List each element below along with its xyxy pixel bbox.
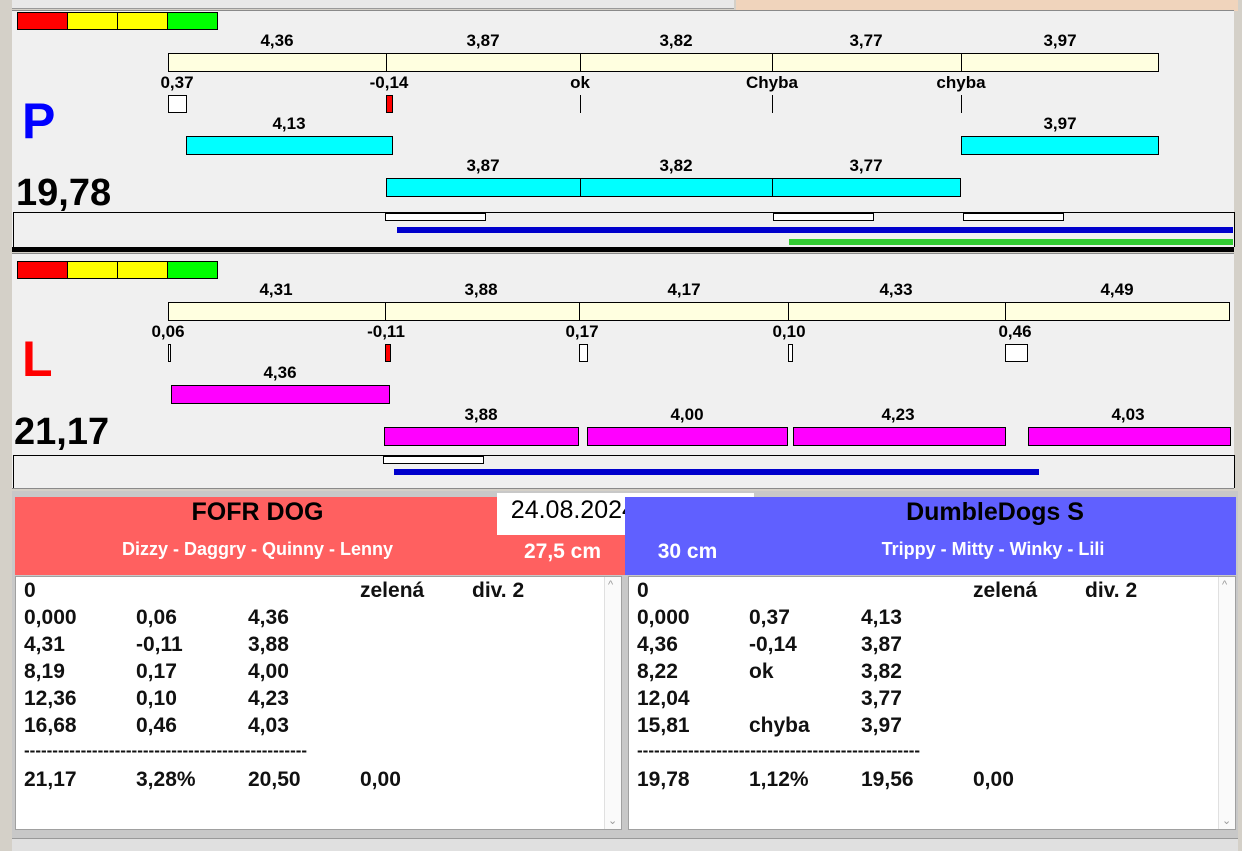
- right-reaction: -0,14: [369, 73, 409, 92]
- left-reaction-marker: [168, 344, 171, 362]
- left-segment-time: 4,17: [667, 280, 701, 299]
- team-right-height: 30 cm: [657, 540, 718, 563]
- left-dog-bar: [793, 427, 1006, 446]
- left-dog-time: 4,00: [670, 405, 704, 424]
- right-reaction-marker: [386, 95, 393, 113]
- left-reaction-marker: [1005, 344, 1028, 362]
- left-reaction-marker: [385, 344, 391, 362]
- team-left-name: FOFR DOG: [191, 498, 324, 526]
- right-reaction-tick: [580, 95, 581, 113]
- left-reaction: 0,17: [565, 322, 599, 341]
- team-right-scrollbar[interactable]: ^ ⌄: [1218, 577, 1235, 829]
- team-right-name: DumbleDogs S: [906, 498, 1084, 526]
- team-left-table[interactable]: [15, 576, 622, 830]
- team-left-dogs: Dizzy - Daggry - Quinny - Lenny: [121, 539, 394, 559]
- right-dog-bar: [386, 178, 581, 197]
- right-segment-time: 3,77: [849, 31, 883, 50]
- right-lane-letter: P: [22, 93, 56, 149]
- left-reaction: 0,06: [151, 322, 185, 341]
- left-progress-blue: [394, 469, 1039, 475]
- right-dog-time: 3,77: [849, 156, 883, 175]
- right-reaction: ok: [570, 73, 590, 92]
- right-reaction-marker: [168, 95, 187, 113]
- top-tab-strip: [12, 0, 734, 9]
- right-dog-time: 3,82: [659, 156, 693, 175]
- right-reaction: chyba: [936, 73, 986, 92]
- table-separator: ----------------------------------------…: [24, 741, 308, 760]
- left-reaction-marker: [788, 344, 793, 362]
- top-tab-right: [736, 0, 1238, 11]
- right-segment-time: 4,36: [260, 31, 294, 50]
- left-dog-bar: [1028, 427, 1231, 446]
- right-dog-bar: [772, 178, 961, 197]
- left-reaction: 0,10: [772, 322, 806, 341]
- left-segment-bar: [385, 302, 580, 321]
- right-lane-total: 19,78: [16, 172, 112, 214]
- left-reaction-marker: [579, 344, 588, 362]
- team-left-scrollbar[interactable]: ^ ⌄: [604, 577, 621, 829]
- left-dog-time: 3,88: [464, 405, 498, 424]
- right-progress-green: [789, 239, 1233, 245]
- right-track-marker: [773, 213, 874, 221]
- right-dog-time: 4,13: [272, 114, 306, 133]
- left-reaction: 0,46: [998, 322, 1032, 341]
- team-right-dogs: Trippy - Mitty - Winky - Lili: [881, 539, 1105, 559]
- right-segment-bar: [961, 53, 1159, 72]
- left-lane-total: 21,17: [14, 411, 110, 453]
- left-segment-time: 3,88: [464, 280, 498, 299]
- left-dog-time: 4,36: [263, 363, 297, 382]
- left-segment-time: 4,49: [1100, 280, 1134, 299]
- right-segment-time: 3,87: [466, 31, 500, 50]
- left-lane-panel: [12, 253, 1234, 489]
- left-dog-bar: [171, 385, 390, 404]
- right-reaction-tick: [772, 95, 773, 113]
- right-reaction: 0,37: [160, 73, 194, 92]
- right-dog-bar: [580, 178, 773, 197]
- right-segment-time: 3,82: [659, 31, 693, 50]
- left-segment-time: 4,31: [259, 280, 293, 299]
- bottom-strip: [12, 838, 1238, 851]
- traffic-light-left: [17, 261, 218, 279]
- right-reaction: Chyba: [746, 73, 798, 92]
- left-segment-bar: [579, 302, 789, 321]
- left-reaction: -0,11: [367, 322, 405, 341]
- right-segment-bar: [168, 53, 387, 72]
- right-reaction-tick: [961, 95, 962, 113]
- right-track-marker: [963, 213, 1064, 221]
- traffic-light-right: [17, 12, 218, 30]
- left-lane-letter: L: [22, 331, 53, 387]
- table-separator: ----------------------------------------…: [637, 741, 921, 760]
- right-segment-bar: [580, 53, 773, 72]
- right-segment-bar: [386, 53, 581, 72]
- left-dog-time: 4,23: [881, 405, 915, 424]
- left-segment-bar: [788, 302, 1006, 321]
- right-dog-time: 3,97: [1043, 114, 1077, 133]
- right-dog-bar: [186, 136, 393, 155]
- right-dog-time: 3,87: [466, 156, 500, 175]
- left-dog-bar: [587, 427, 788, 446]
- right-segment-time: 3,97: [1043, 31, 1077, 50]
- left-dog-bar: [384, 427, 579, 446]
- team-right-header-top: [754, 497, 1236, 537]
- right-track-marker: [385, 213, 486, 221]
- left-dog-time: 4,03: [1111, 405, 1145, 424]
- right-progress-blue: [397, 227, 1233, 233]
- team-right-table[interactable]: [628, 576, 1236, 830]
- left-segment-time: 4,33: [879, 280, 913, 299]
- left-segment-bar: [1005, 302, 1230, 321]
- lane-divider: [12, 247, 1234, 252]
- right-segment-bar: [772, 53, 962, 72]
- left-track-marker: [383, 456, 484, 464]
- team-left-height: 27,5 cm: [523, 540, 602, 563]
- right-dog-bar: [961, 136, 1159, 155]
- left-segment-bar: [168, 302, 386, 321]
- right-lane-panel: [12, 10, 1234, 248]
